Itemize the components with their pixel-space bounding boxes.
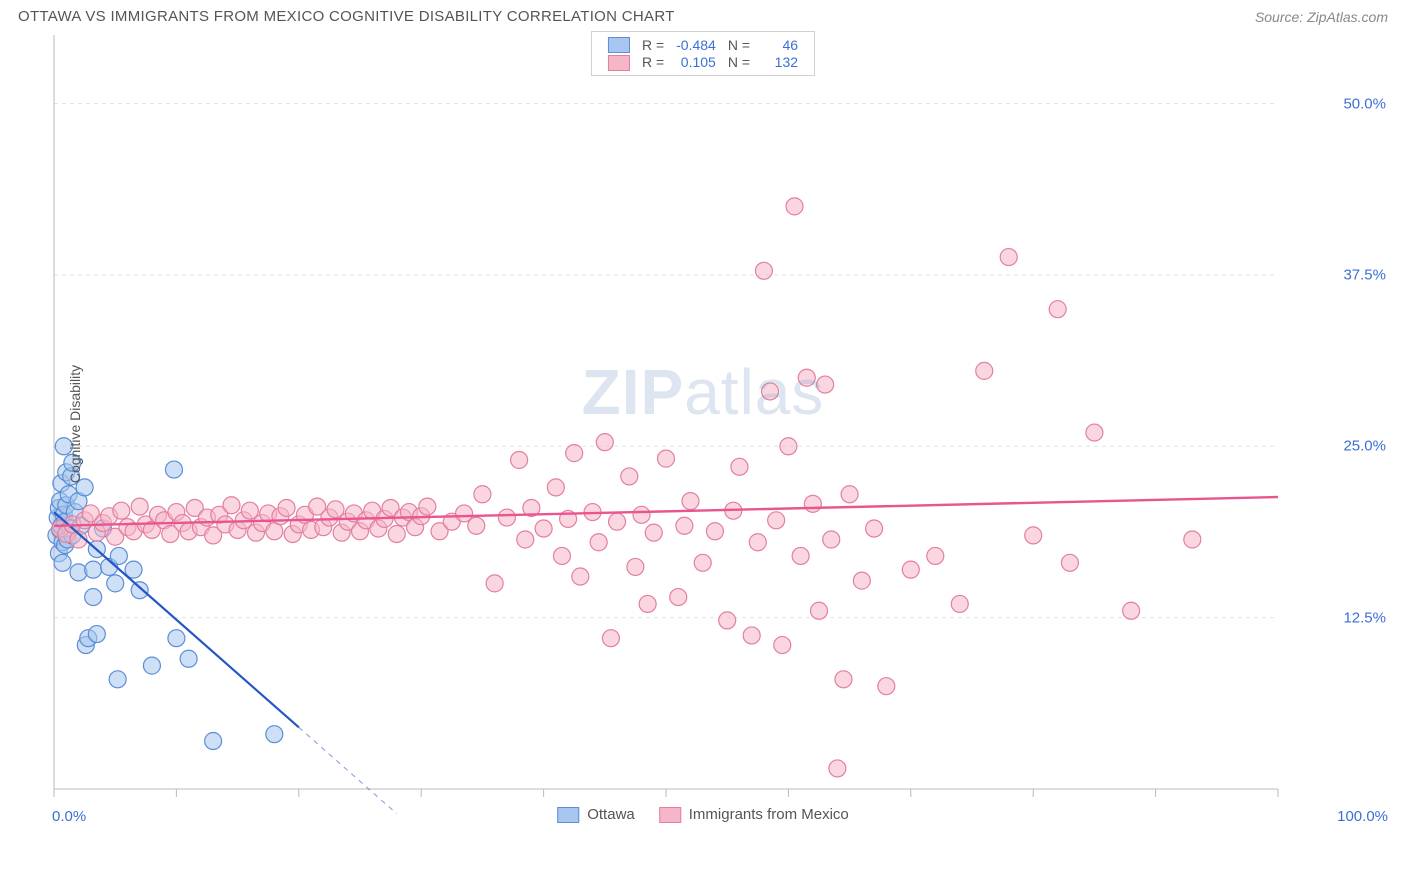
r-value-mexico: 0.105 <box>670 53 722 70</box>
stats-row-ottawa: R = -0.484 N = 46 <box>602 36 804 53</box>
r-value-ottawa: -0.484 <box>670 36 722 53</box>
scatter-chart <box>18 29 1348 819</box>
legend-label-ottawa: Ottawa <box>587 806 635 823</box>
r-label: R = <box>636 53 670 70</box>
swatch-mexico-icon <box>659 807 681 823</box>
source-attribution: Source: ZipAtlas.com <box>1255 9 1388 25</box>
chart-title: OTTAWA VS IMMIGRANTS FROM MEXICO COGNITI… <box>18 8 675 25</box>
y-axis-title: Cognitive Disability <box>67 365 83 483</box>
stats-legend: R = -0.484 N = 46 R = 0.105 N = 132 <box>591 31 815 76</box>
n-label: N = <box>722 36 756 53</box>
n-value-ottawa: 46 <box>756 36 804 53</box>
swatch-mexico <box>608 55 630 71</box>
swatch-ottawa <box>608 37 630 53</box>
chart-header: OTTAWA VS IMMIGRANTS FROM MEXICO COGNITI… <box>0 0 1406 29</box>
plot-area: Cognitive Disability ZIPatlas R = -0.484… <box>18 29 1388 819</box>
y-tick-label: 50.0% <box>1343 95 1386 112</box>
x-axis-label-max: 100.0% <box>1337 808 1388 825</box>
legend-item-mexico: Immigrants from Mexico <box>659 806 849 823</box>
legend-item-ottawa: Ottawa <box>557 806 635 823</box>
source-prefix: Source: <box>1255 9 1307 25</box>
source-name: ZipAtlas.com <box>1307 9 1388 25</box>
swatch-ottawa-icon <box>557 807 579 823</box>
y-tick-label: 25.0% <box>1343 438 1386 455</box>
n-value-mexico: 132 <box>756 53 804 70</box>
stats-row-mexico: R = 0.105 N = 132 <box>602 53 804 70</box>
r-label: R = <box>636 36 670 53</box>
y-tick-label: 12.5% <box>1343 609 1386 626</box>
y-tick-label: 37.5% <box>1343 266 1386 283</box>
legend-label-mexico: Immigrants from Mexico <box>689 806 849 823</box>
n-label: N = <box>722 53 756 70</box>
x-axis-label-min: 0.0% <box>52 808 86 825</box>
series-legend: Ottawa Immigrants from Mexico <box>557 806 849 823</box>
